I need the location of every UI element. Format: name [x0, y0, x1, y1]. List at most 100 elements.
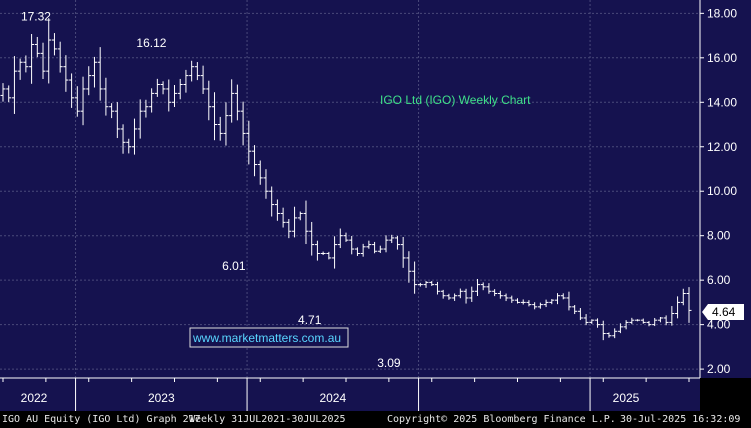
ohlc-bar [69, 73, 75, 108]
ohlc-bar [297, 211, 303, 221]
x-axis-panel [0, 378, 700, 411]
ohlc-bar [131, 118, 137, 155]
ohlc-bar [286, 219, 292, 239]
y-tick-label: 8.00 [707, 229, 731, 243]
y-tick-label: 6.00 [707, 273, 731, 287]
ohlc-bar [172, 85, 177, 108]
x-year-label: 2024 [319, 391, 346, 405]
ohlc-bar [372, 241, 378, 254]
price-annotation: 6.01 [222, 259, 246, 273]
ohlc-bar [583, 314, 589, 326]
ohlc-bar [360, 243, 366, 257]
ohlc-bar [234, 84, 240, 121]
ohlc-bar [86, 66, 92, 96]
ohlc-bar [566, 291, 572, 311]
footer-timestamp: 30-Jul-2025 16:32:09 [620, 414, 741, 425]
y-tick-label: 4.00 [707, 318, 731, 332]
ohlc-bar [474, 278, 480, 296]
y-tick-label: 2.00 [707, 362, 731, 376]
ohlc-bar [532, 302, 538, 310]
ohlc-bar [280, 207, 286, 228]
ohlc-bar [452, 293, 458, 301]
ohlc-bar [309, 221, 315, 256]
x-axis: 2022 2023 2024 2025 [0, 377, 700, 411]
ohlc-bar [366, 240, 372, 249]
ohlc-bar [160, 81, 166, 95]
ohlc-bar [349, 235, 355, 255]
ohlc-bar [263, 169, 269, 199]
ohlc-bar [446, 293, 452, 300]
ohlc-bar [463, 288, 469, 304]
ohlc-bar [314, 240, 320, 261]
ohlc-bar [292, 206, 298, 238]
ohlc-bar [103, 77, 109, 116]
ohlc-bar [229, 79, 235, 123]
ohlc-bar [109, 103, 115, 119]
ohlc-bar [400, 236, 406, 268]
last-price-label: 4.64 [712, 305, 736, 319]
ohlc-bar [240, 101, 246, 146]
ohlc-bar [612, 328, 618, 339]
ohlc-bar [206, 80, 212, 121]
ohlc-bar [326, 251, 332, 260]
ohlc-bar [686, 287, 692, 323]
ohlc-bar [40, 42, 46, 79]
x-year-label: 2022 [21, 391, 48, 405]
ohlc-bar [589, 319, 595, 324]
ohlc-bar [212, 92, 218, 141]
ohlc-bar [680, 288, 686, 306]
ohlc-bar [497, 290, 503, 299]
ohlc-bar [543, 299, 549, 308]
ohlc-bar [423, 281, 429, 288]
ohlc-bar [646, 320, 652, 327]
ohlc-bar [657, 316, 663, 323]
footer-period: Weekly 31JUL2021-30JUL2025 [189, 414, 346, 425]
ohlc-bar [194, 62, 200, 81]
plot-background [0, 0, 700, 378]
footer-ticker: IGO AU Equity (IGO Ltd) Graph 217 [2, 414, 201, 425]
ohlc-bar [154, 78, 160, 97]
ohlc-bar [6, 85, 12, 103]
grid-lines [0, 0, 700, 378]
ohlc-bar [457, 288, 463, 299]
ohlc-bar [252, 145, 258, 177]
ohlc-bar [57, 41, 63, 73]
ohlc-bar [177, 78, 183, 100]
price-annotation: 3.09 [377, 356, 401, 370]
ohlc-bar [46, 18, 52, 84]
ohlc-bar [51, 33, 57, 56]
ohlc-bar [412, 261, 418, 294]
ohlc-bar [91, 56, 97, 88]
ohlc-bar [389, 234, 395, 244]
ohlc-bar [555, 293, 561, 305]
ohlc-bar [29, 34, 35, 84]
footer-bar: IGO AU Equity (IGO Ltd) Graph 217 Weekly… [0, 411, 751, 428]
ohlc-bar [337, 228, 343, 249]
y-axis: 18.00 16.00 14.00 12.00 10.00 8.00 6.00 4.00 2.0… [699, 0, 737, 378]
ohlc-bar [217, 116, 223, 141]
ohlc-bar [606, 332, 612, 338]
ohlc-bar [23, 55, 29, 73]
ohlc-bar [269, 186, 275, 217]
y-tick-label: 10.00 [707, 184, 737, 198]
price-bars [0, 18, 692, 341]
ohlc-bar [257, 160, 263, 185]
ohlc-bar [652, 317, 658, 327]
x-year-label: 2025 [613, 391, 640, 405]
ohlc-bar [560, 293, 566, 300]
ohlc-bar [675, 296, 681, 319]
ohlc-bar [440, 289, 446, 299]
ohlc-bar [617, 323, 623, 334]
price-annotation: 17.32 [21, 9, 51, 23]
ohlc-bar [137, 99, 143, 139]
ohlc-bar [429, 281, 435, 286]
y-tick-label: 12.00 [707, 140, 737, 154]
ohlc-bar [383, 235, 389, 253]
ohlc-bar [480, 282, 486, 291]
ohlc-bar [80, 76, 86, 126]
ohlc-bar [200, 65, 206, 94]
ohlc-bar [114, 102, 120, 139]
price-annotation: 4.71 [298, 313, 322, 327]
ohlc-bar [303, 200, 309, 245]
x-year-label: 2023 [148, 391, 175, 405]
